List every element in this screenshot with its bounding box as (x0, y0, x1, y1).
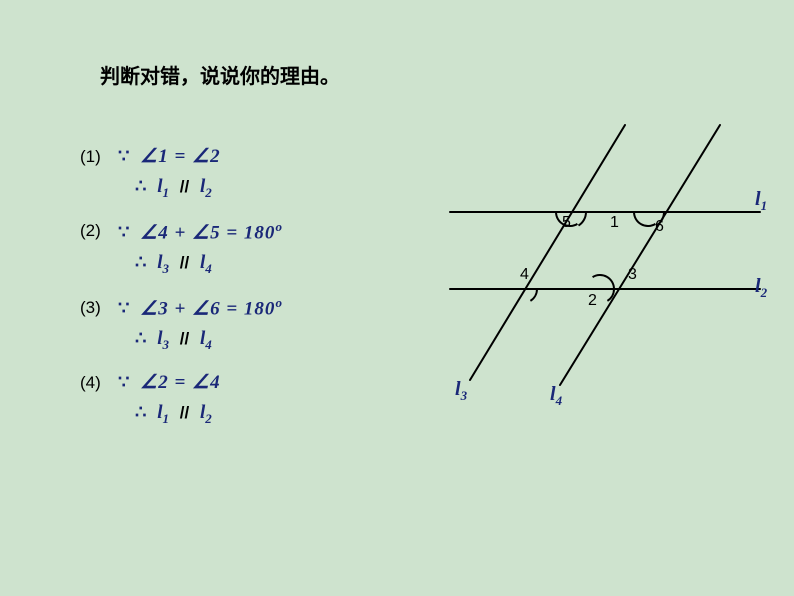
problem-2-conclusion: ∴ l3 // l4 (135, 252, 420, 277)
problem-num-2: (2) (80, 221, 118, 241)
angle-number: 4 (520, 266, 529, 284)
premise-1: ∠1 = ∠2 (140, 146, 220, 167)
parallel-sym: // (180, 329, 189, 348)
problem-num-3: (3) (80, 298, 118, 318)
problems-list: (1) ∵ ∠1 = ∠2 ∴ l1 // l2 (2) ∵ ∠4 + ∠5 =… (80, 145, 420, 445)
therefore-sym: ∴ (135, 402, 146, 422)
line-label: l4 (550, 383, 562, 409)
line-label: l1 (755, 188, 767, 214)
problem-3-conclusion: ∴ l3 // l4 (135, 328, 420, 353)
problem-1-conclusion: ∴ l1 // l2 (135, 176, 420, 201)
angle-number: 3 (628, 266, 637, 284)
problem-3-premise: (3) ∵ ∠3 + ∠6 = 180o (80, 295, 420, 320)
premise-4: ∠2 = ∠4 (140, 372, 220, 393)
therefore-sym: ∴ (135, 252, 146, 272)
because-sym: ∵ (118, 222, 129, 242)
angle-number: 6 (655, 218, 664, 236)
because-sym: ∵ (118, 146, 129, 166)
therefore-sym: ∴ (135, 176, 146, 196)
premise-2: ∠4 + ∠5 = 180 (140, 222, 275, 243)
because-sym: ∵ (118, 298, 129, 318)
angle-number: 2 (588, 292, 597, 310)
angle-number: 1 (610, 214, 619, 232)
problem-4-premise: (4) ∵ ∠2 = ∠4 (80, 371, 420, 394)
angle-number: 5 (562, 214, 571, 232)
premise-3: ∠3 + ∠6 = 180 (140, 298, 275, 319)
line-label: l2 (755, 275, 767, 301)
problem-num-4: (4) (80, 373, 118, 393)
line-label: l3 (455, 378, 467, 404)
problem-1-premise: (1) ∵ ∠1 = ∠2 (80, 145, 420, 168)
parallel-sym: // (180, 253, 189, 272)
because-sym: ∵ (118, 372, 129, 392)
parallel-sym: // (180, 177, 189, 196)
diagram-svg (430, 110, 770, 420)
problem-num-1: (1) (80, 147, 118, 167)
geometry-diagram: l1 l2 l3 l4 5 1 6 4 3 2 (430, 110, 770, 420)
parallel-sym: // (180, 403, 189, 422)
problem-2-premise: (2) ∵ ∠4 + ∠5 = 180o (80, 219, 420, 244)
therefore-sym: ∴ (135, 328, 146, 348)
page-title: 判断对错，说说你的理由。 (100, 60, 340, 89)
problem-4-conclusion: ∴ l1 // l2 (135, 402, 420, 427)
